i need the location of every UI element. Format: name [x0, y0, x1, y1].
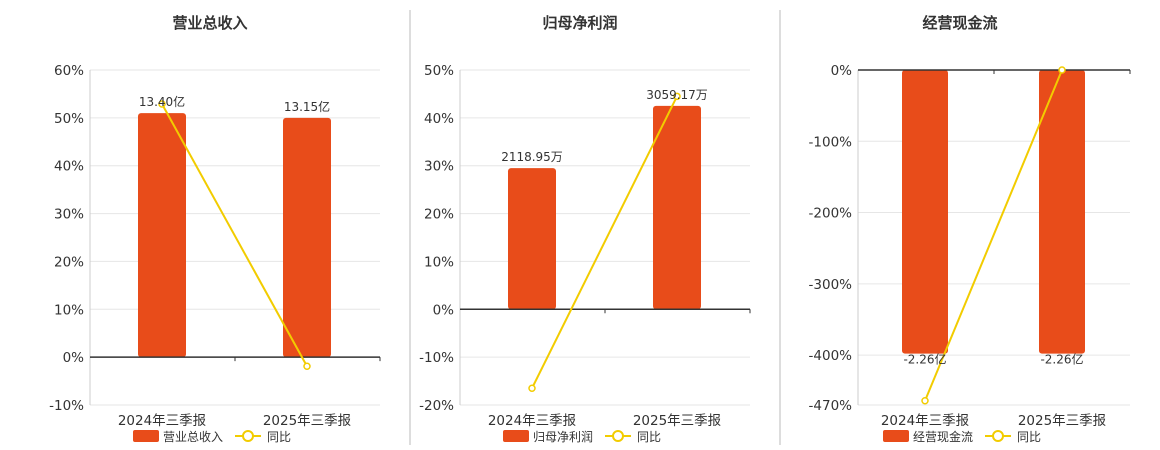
x-category-label: 2024年三季报: [488, 413, 576, 429]
y-tick-label: 30%: [54, 207, 84, 223]
chart-title: 经营现金流: [922, 14, 997, 32]
y-tick-label: 20%: [424, 207, 454, 223]
legend-line-marker: [612, 430, 624, 442]
y-tick-label: -100%: [809, 134, 853, 150]
bar: [283, 117, 331, 358]
y-tick-label: -20%: [419, 398, 454, 414]
y-tick-label: 30%: [424, 159, 454, 175]
chart-title: 归母净利润: [542, 14, 617, 32]
yoy-point: [158, 100, 166, 108]
yoy-point: [921, 396, 929, 405]
bar-value-label: 3059.17万: [646, 88, 708, 102]
legend: 营业总收入 同比: [133, 430, 291, 444]
yoy-line: [161, 103, 308, 367]
legend-line-marker: [992, 430, 1004, 442]
yoy-line: [924, 69, 1063, 402]
y-tick-label: 20%: [54, 254, 84, 270]
legend-bar-swatch: [503, 430, 529, 442]
chart-title: 营业总收入: [172, 14, 247, 32]
bar: [1039, 70, 1085, 354]
bar: [508, 168, 556, 310]
yoy-point: [673, 92, 681, 101]
bar: [653, 105, 701, 310]
y-tick-label: 0%: [433, 302, 455, 318]
y-tick-label: 0%: [831, 63, 853, 79]
yoy-point: [528, 384, 536, 392]
legend-line-label: 同比: [1017, 430, 1041, 444]
legend-bar-label: 经营现金流: [913, 429, 973, 444]
y-tick-label: -400%: [809, 348, 853, 364]
y-tick-label: 10%: [54, 302, 84, 318]
bar: [902, 70, 948, 354]
yoy-point: [303, 362, 311, 370]
legend: 归母净利润 同比: [503, 430, 661, 444]
bar-value-label: -2.26亿: [903, 352, 946, 367]
y-tick-label: 60%: [54, 63, 84, 79]
y-tick-label: -200%: [809, 206, 853, 222]
chart-panel-2: 归母净利润 50% 40% 30% 20% 10% 0% -10% -20% 2118.95万 30…: [419, 14, 751, 444]
legend-bar-swatch: [883, 430, 909, 442]
bar-value-label: 13.15亿: [284, 99, 330, 114]
legend-bar-label: 营业总收入: [163, 430, 223, 444]
chart-panel-3: 经营现金流 0% -100% -200% -300% -400% -470% -2.26亿 -2…: [809, 14, 1131, 444]
chart-panel-1: 营业总收入 60% 50% 40% 30% 20% 10% 0% -10% 13.40亿 13.15…: [49, 14, 381, 444]
y-tick-label: 10%: [424, 254, 454, 270]
y-tick-label: 40%: [424, 111, 454, 127]
y-tick-label: -10%: [49, 398, 84, 414]
y-tick-label: 0%: [63, 350, 85, 366]
legend-line-label: 同比: [637, 430, 661, 444]
bar-value-label: 2118.95万: [501, 150, 563, 164]
x-category-label: 2025年三季报: [263, 413, 351, 429]
y-tick-label: -10%: [419, 350, 454, 366]
legend-bar-swatch: [133, 430, 159, 442]
bar: [138, 113, 186, 358]
legend-line-marker: [242, 430, 254, 442]
y-tick-label: -300%: [809, 277, 853, 293]
y-tick-label: 40%: [54, 159, 84, 175]
yoy-line: [531, 95, 678, 389]
x-category-label: 2025年三季报: [1018, 413, 1106, 429]
bar-value-label: -2.26亿: [1040, 352, 1083, 367]
legend: 经营现金流 同比: [883, 429, 1041, 444]
yoy-point: [1058, 66, 1066, 74]
x-category-label: 2024年三季报: [118, 413, 206, 429]
legend-line-label: 同比: [267, 430, 291, 444]
y-tick-label: 50%: [424, 63, 454, 79]
legend-bar-label: 归母净利润: [533, 430, 593, 444]
bar-value-label: 13.40亿: [139, 94, 185, 109]
x-category-label: 2024年三季报: [881, 413, 969, 429]
y-tick-label: 50%: [54, 111, 84, 127]
y-tick-label: -470%: [809, 398, 853, 414]
x-category-label: 2025年三季报: [633, 413, 721, 429]
